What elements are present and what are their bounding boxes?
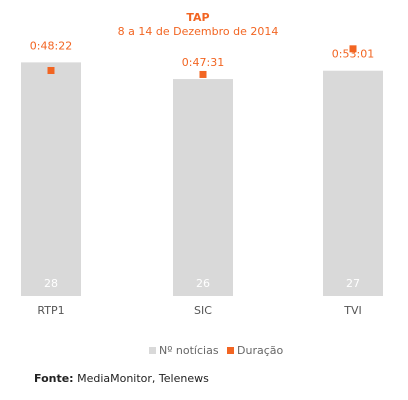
duration-label: 0:48:22 bbox=[30, 39, 72, 52]
bar-count-label: 28 bbox=[44, 277, 58, 290]
bar-count-label: 26 bbox=[196, 277, 210, 290]
legend-swatch-count bbox=[149, 347, 156, 354]
legend-label-count: Nº notícias bbox=[159, 344, 219, 357]
duration-marker-tvi bbox=[349, 45, 357, 53]
chart-subtitle: 8 a 14 de Dezembro de 2014 bbox=[118, 25, 279, 38]
x-tick-label: TVI bbox=[343, 304, 362, 317]
source-text: MediaMonitor, Telenews bbox=[77, 372, 209, 385]
legend-swatch-duration bbox=[227, 347, 234, 354]
legend-label-duration: Duração bbox=[237, 344, 283, 357]
duration-marker-rtp1 bbox=[47, 67, 55, 75]
duration-label: 0:53:01 bbox=[332, 48, 374, 61]
duration-marker-sic bbox=[199, 70, 207, 78]
bar-tvi bbox=[323, 70, 383, 296]
bar-rtp1 bbox=[21, 62, 81, 296]
x-tick-label: RTP1 bbox=[37, 304, 64, 317]
bar-sic bbox=[173, 79, 233, 296]
bar-count-label: 27 bbox=[346, 277, 360, 290]
source-label: Fonte: bbox=[34, 372, 74, 385]
source-note: Fonte: MediaMonitor, Telenews bbox=[34, 372, 209, 385]
chart-title: TAP bbox=[186, 11, 209, 24]
x-tick-label: SIC bbox=[194, 304, 212, 317]
duration-label: 0:47:31 bbox=[182, 56, 224, 69]
